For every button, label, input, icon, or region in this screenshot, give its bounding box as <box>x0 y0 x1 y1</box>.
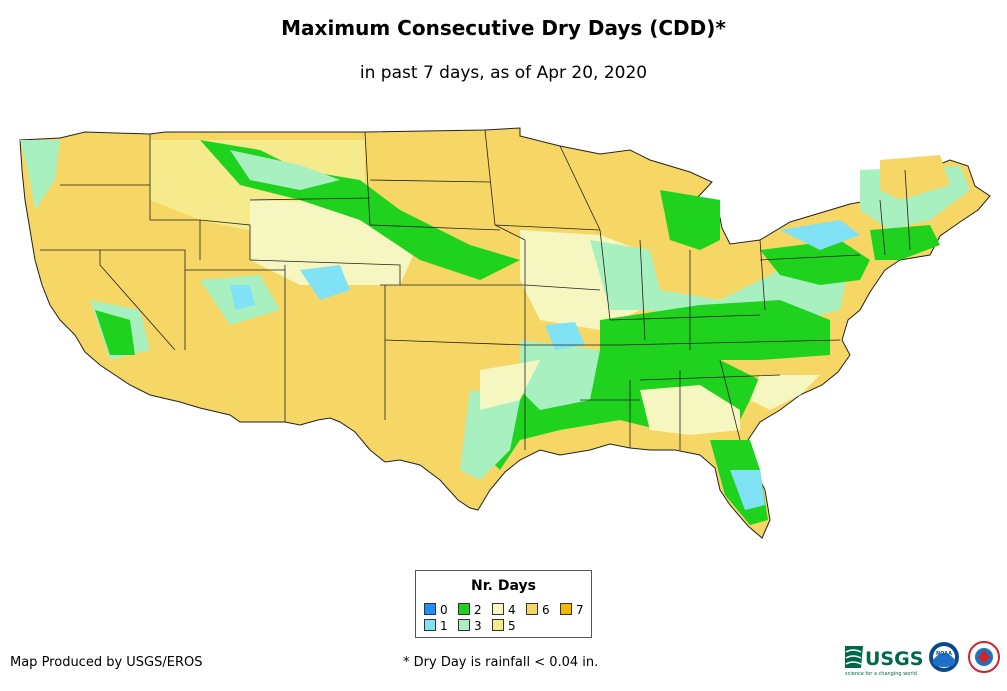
footnote: * Dry Day is rainfall < 0.04 in. <box>403 655 599 670</box>
legend-swatch-3 <box>458 619 470 631</box>
agency-logos: USGS science for a changing world NOAA <box>845 641 1000 677</box>
map-subtitle: in past 7 days, as of Apr 20, 2020 <box>359 63 648 83</box>
legend-item-1: 1 <box>424 619 448 633</box>
legend-swatch-2 <box>458 603 470 615</box>
legend-swatch-7 <box>560 603 572 615</box>
nws-logo <box>968 641 1000 673</box>
legend-swatch-1 <box>424 619 436 631</box>
legend-item-4: 4 <box>492 603 516 617</box>
state-boundaries <box>40 129 911 450</box>
legend-item-5: 5 <box>492 619 516 633</box>
usgs-logo: USGS science for a changing world <box>845 646 923 677</box>
legend-swatch-4 <box>492 603 504 615</box>
map-title: Maximum Consecutive Dry Days (CDD)* <box>281 16 726 40</box>
cdd-map <box>19 127 991 539</box>
map-credit: Map Produced by USGS/EROS <box>10 655 203 670</box>
usgs-wordmark: USGS <box>865 648 923 670</box>
legend: Nr. Days 0 1 2 3 4 5 6 7 <box>415 570 592 638</box>
legend-item-2: 2 <box>458 603 482 617</box>
usgs-tagline: science for a changing world <box>845 671 917 677</box>
legend-item-6: 6 <box>526 603 550 617</box>
legend-title: Nr. Days <box>471 578 536 594</box>
legend-swatch-5 <box>492 619 504 631</box>
legend-item-0: 0 <box>424 603 448 617</box>
noaa-wordmark: NOAA <box>936 651 952 657</box>
legend-swatch-6 <box>526 603 538 615</box>
cdd-zones <box>20 140 970 525</box>
legend-item-7: 7 <box>560 603 584 617</box>
legend-swatch-0 <box>424 603 436 615</box>
legend-item-3: 3 <box>458 619 482 633</box>
noaa-logo: NOAA <box>929 642 959 672</box>
